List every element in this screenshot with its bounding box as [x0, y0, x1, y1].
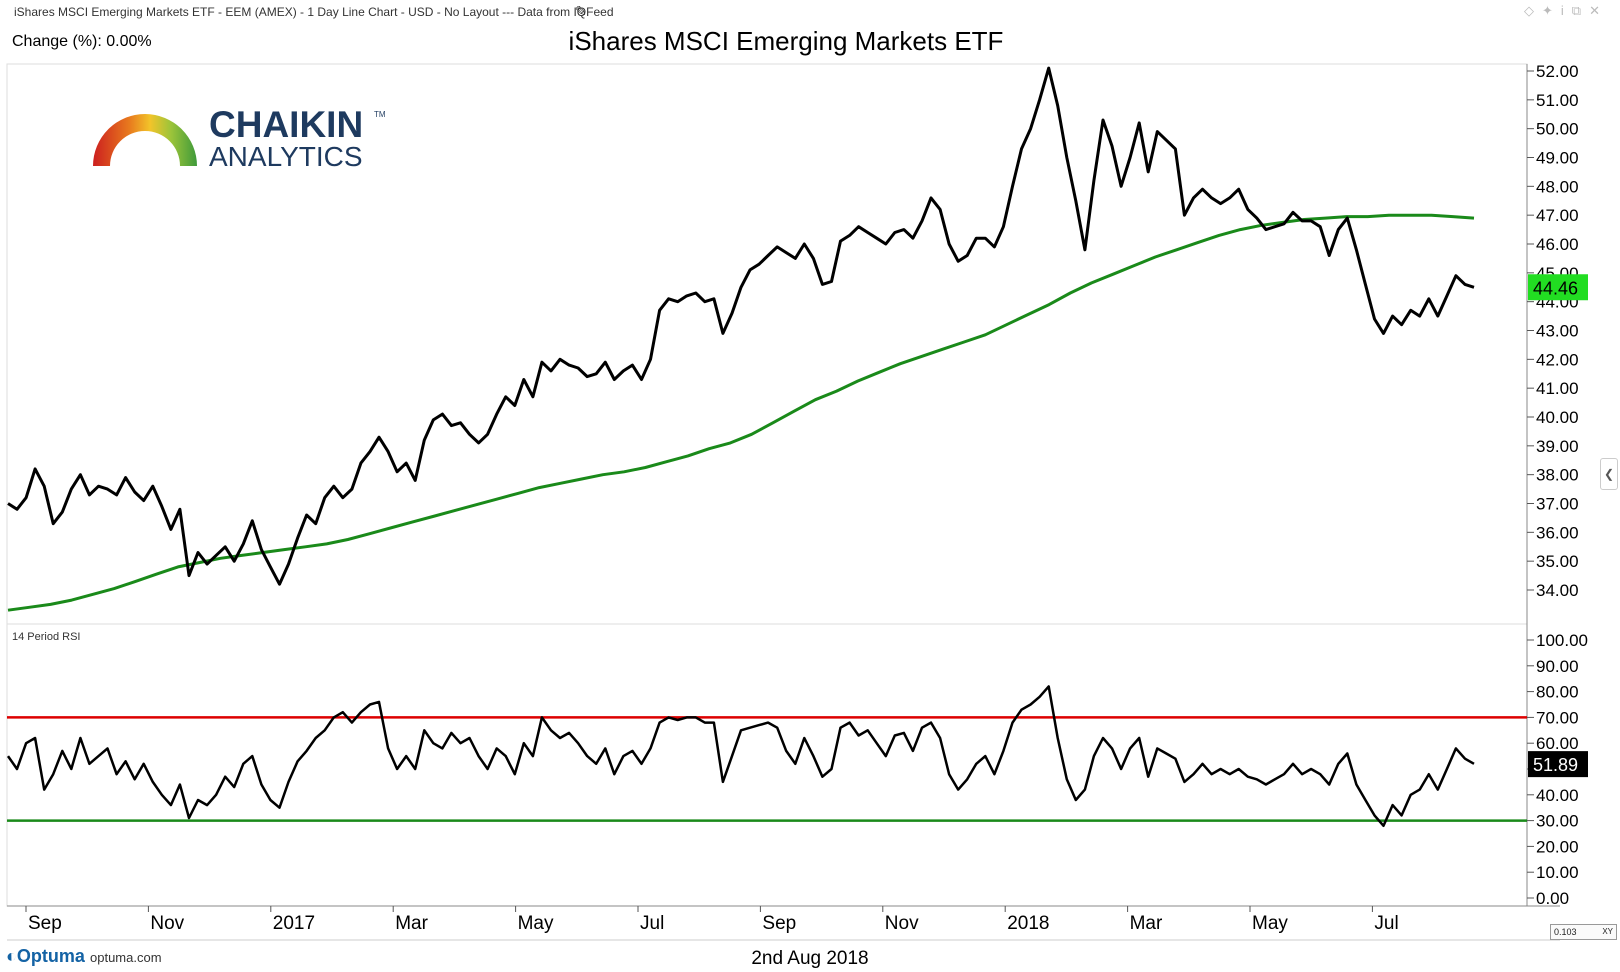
x-tick-label: Jul	[640, 913, 664, 934]
x-tick-label: Sep	[28, 913, 62, 934]
x-tick-label: Mar	[395, 913, 428, 934]
price-tick-label: 43.00	[1536, 322, 1579, 341]
pin-icon[interactable]: ✦	[1542, 3, 1561, 18]
moving-average-line	[7, 213, 1475, 612]
x-tick-label: 2017	[273, 913, 315, 934]
rsi-tick-label: 100.00	[1536, 631, 1588, 650]
close-icon[interactable]: ✕	[1589, 3, 1608, 18]
x-tick-label: Sep	[762, 913, 796, 934]
price-tick-label: 40.00	[1536, 408, 1579, 427]
optuma-logo: ◐Optuma	[6, 946, 85, 967]
rsi-tick-label: 90.00	[1536, 657, 1579, 676]
price-tick-label: 50.00	[1536, 120, 1579, 139]
rsi-tick-label: 30.00	[1536, 812, 1579, 831]
window-title: iShares MSCI Emerging Markets ETF - EEM …	[14, 5, 614, 19]
chaikin-logo-arc	[93, 114, 197, 166]
price-tick-label: 36.00	[1536, 523, 1579, 542]
rsi-panel-label: 14 Period RSI	[12, 631, 80, 643]
price-tick-label: 41.00	[1536, 379, 1579, 398]
rsi-tick-label: 70.00	[1536, 708, 1579, 727]
change-percent-label: Change (%): 0.00%	[12, 33, 152, 50]
x-tick-label: Nov	[885, 913, 919, 934]
optuma-brand: Optuma	[16, 946, 85, 966]
price-tick-label: 38.00	[1536, 466, 1579, 485]
rsi-tick-label: 40.00	[1536, 786, 1579, 805]
chaikin-logo-tm: TM	[374, 110, 386, 119]
last-price-badge	[1528, 274, 1588, 301]
price-tick-label: 34.00	[1536, 581, 1579, 600]
x-tick-label: 2018	[1007, 913, 1049, 934]
pencil-icon[interactable]: ✎	[575, 3, 587, 19]
last-price-label: 44.46	[1533, 278, 1578, 298]
zoom-value: 0.103	[1554, 927, 1577, 937]
price-tick-label: 49.00	[1536, 149, 1579, 168]
zoom-axis: XY	[1602, 927, 1613, 936]
chart-title: iShares MSCI Emerging Markets ETF	[568, 26, 1004, 56]
rsi-levels	[7, 716, 1527, 822]
info-icon[interactable]: i	[1560, 3, 1572, 18]
price-tick-label: 37.00	[1536, 495, 1579, 514]
x-axis: Sep Nov 2017 Mar May Jul Sep Nov 2018 Mar May Jul	[25, 906, 1399, 934]
last-rsi-label: 51.89	[1533, 755, 1578, 775]
price-tick-label: 46.00	[1536, 235, 1579, 254]
price-tick-label: 39.00	[1536, 437, 1579, 456]
price-y-axis: 34.00 35.00 36.00 37.00 38.00 39.00 40.00 41.00…	[1527, 62, 1579, 600]
rsi-line	[6, 685, 1475, 828]
rsi-panel-frame	[6, 623, 1528, 907]
diamond-icon[interactable]: ◇	[1524, 3, 1542, 18]
rsi-tick-label: 80.00	[1536, 683, 1579, 702]
price-line	[7, 66, 1475, 586]
chart-date: 2nd Aug 2018	[751, 948, 869, 969]
x-tick-label: Nov	[150, 913, 184, 934]
chaikin-logo-brand: CHAIKIN	[209, 104, 363, 145]
value-badges: 44.46 51.89	[1528, 274, 1588, 778]
price-tick-label: 35.00	[1536, 552, 1579, 571]
optuma-icon: ◐	[6, 946, 17, 966]
restore-icon[interactable]: ⧉	[1571, 3, 1590, 18]
x-tick-label: Jul	[1374, 913, 1398, 934]
rsi-tick-label: 60.00	[1536, 734, 1579, 753]
rsi-tick-label: 0.00	[1536, 889, 1569, 908]
price-tick-label: 51.00	[1536, 91, 1579, 110]
price-tick-label: 42.00	[1536, 350, 1579, 369]
rsi-tick-label: 20.00	[1536, 837, 1579, 856]
price-tick-label: 47.00	[1536, 206, 1579, 225]
collapse-panel-button[interactable]: ❮	[1600, 458, 1618, 490]
x-tick-label: Mar	[1130, 913, 1163, 934]
series-layer	[6, 66, 1475, 828]
price-tick-label: 52.00	[1536, 62, 1579, 81]
x-tick-label: May	[1252, 913, 1288, 934]
zoom-box[interactable]: 0.103 XY	[1550, 924, 1617, 940]
chaikin-logo-sub: ANALYTICS	[209, 141, 363, 172]
window-controls: ◇✦i⧉✕	[1524, 3, 1608, 19]
last-rsi-badge	[1528, 751, 1588, 778]
rsi-tick-label: 10.00	[1536, 863, 1579, 882]
x-tick-label: May	[518, 913, 554, 934]
price-tick-label: 48.00	[1536, 177, 1579, 196]
optuma-url[interactable]: optuma.com	[90, 950, 162, 965]
chaikin-logo: CHAIKIN TM ANALYTICS	[93, 104, 386, 172]
